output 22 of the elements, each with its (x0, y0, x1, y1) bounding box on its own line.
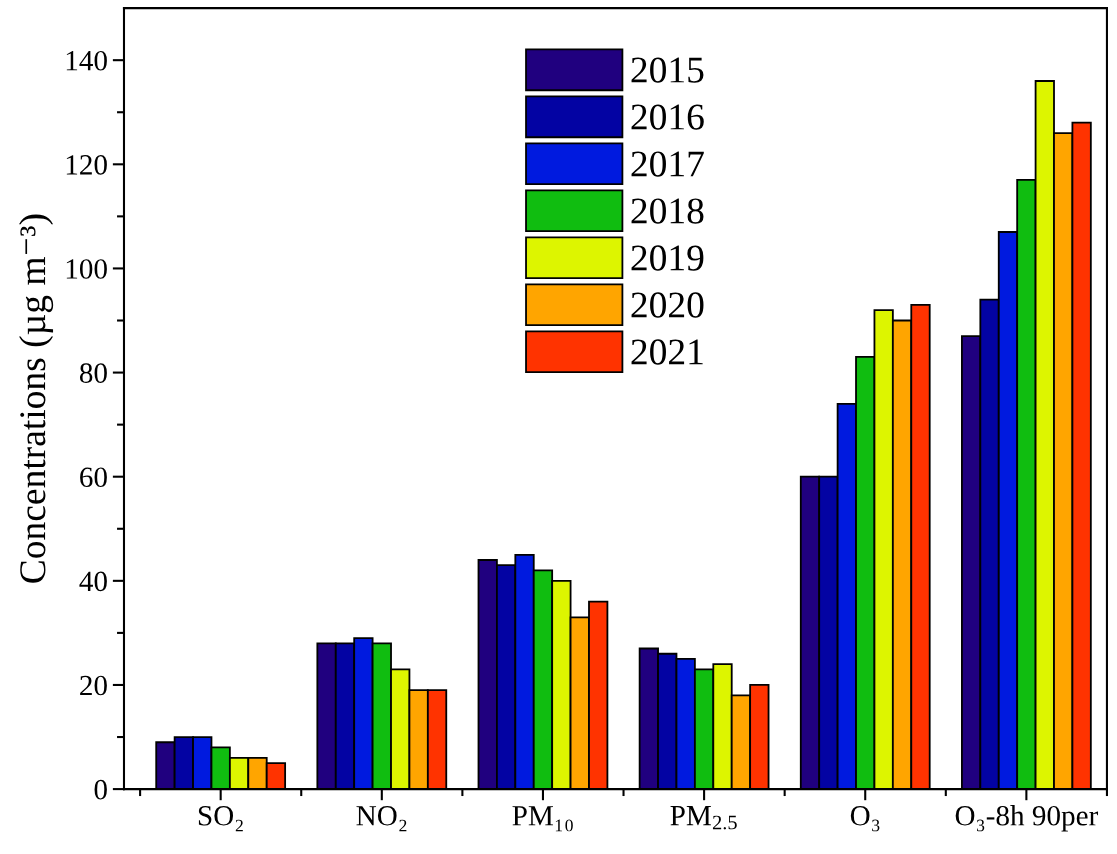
legend-label: 2021 (631, 339, 703, 365)
y-tick-label: 20 (80, 675, 107, 696)
y-tick-label: 120 (66, 155, 107, 175)
x-tick-label: O₃-8h 90per (955, 805, 1099, 832)
x-tick-label: PM₁₀ (512, 806, 573, 832)
y-tick-label: 60 (80, 467, 107, 488)
x-tick-label: O₃ (850, 805, 880, 832)
y-axis-title: Concentrations (µg m⁻³) (19, 214, 54, 583)
x-tick-label: PM$_{2.5}$ (670, 806, 737, 830)
y-tick-label: 140 (66, 50, 107, 71)
legend-label: 2017 (631, 151, 704, 177)
legend-label: 2016 (631, 104, 704, 130)
y-tick-label: 40 (79, 571, 107, 592)
x-tick-label: NO₂ (356, 805, 407, 832)
legend-label: 2019 (631, 245, 704, 271)
x-tick-label: SO₂ (198, 805, 243, 832)
y-tick-label: 100 (66, 259, 107, 279)
y-tick-label: 0 (94, 779, 107, 800)
y-tick-label: 80 (79, 363, 107, 383)
legend-label: 2018 (631, 198, 704, 224)
legend-label: 2015 (631, 57, 704, 83)
legend-label: 2020 (631, 292, 704, 318)
